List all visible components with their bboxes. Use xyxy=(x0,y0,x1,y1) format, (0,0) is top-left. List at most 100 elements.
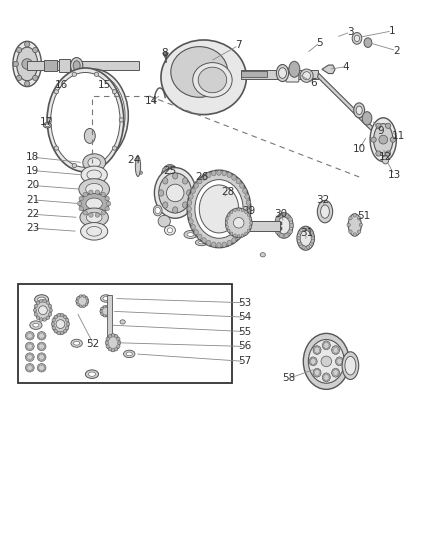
Circle shape xyxy=(41,338,42,340)
Circle shape xyxy=(314,375,316,376)
Circle shape xyxy=(175,173,179,176)
Ellipse shape xyxy=(80,208,109,227)
Circle shape xyxy=(95,190,99,195)
Circle shape xyxy=(325,380,327,382)
Ellipse shape xyxy=(246,200,251,205)
Ellipse shape xyxy=(191,188,195,193)
Ellipse shape xyxy=(187,200,192,205)
Circle shape xyxy=(117,341,121,344)
Circle shape xyxy=(36,316,40,319)
Circle shape xyxy=(43,365,45,366)
Circle shape xyxy=(44,335,46,337)
Circle shape xyxy=(114,348,118,351)
Ellipse shape xyxy=(370,118,396,161)
Ellipse shape xyxy=(72,72,77,76)
Text: 57: 57 xyxy=(238,357,251,366)
Circle shape xyxy=(41,364,42,366)
Ellipse shape xyxy=(83,154,106,171)
Circle shape xyxy=(38,333,40,334)
Text: 15: 15 xyxy=(98,80,111,90)
Circle shape xyxy=(83,295,85,297)
Circle shape xyxy=(336,360,337,362)
Circle shape xyxy=(79,295,82,297)
Circle shape xyxy=(26,354,28,356)
Circle shape xyxy=(328,347,329,349)
Bar xyxy=(18,284,232,383)
Circle shape xyxy=(25,345,27,348)
Ellipse shape xyxy=(202,238,206,243)
Bar xyxy=(27,61,139,70)
Circle shape xyxy=(341,358,343,360)
Circle shape xyxy=(44,356,46,358)
Ellipse shape xyxy=(103,296,109,301)
Ellipse shape xyxy=(236,234,240,239)
Circle shape xyxy=(41,342,42,344)
Circle shape xyxy=(288,217,293,221)
Ellipse shape xyxy=(162,165,178,185)
Ellipse shape xyxy=(249,225,252,229)
Circle shape xyxy=(39,318,43,321)
Circle shape xyxy=(79,196,83,201)
Circle shape xyxy=(37,367,39,369)
Circle shape xyxy=(339,357,340,359)
Ellipse shape xyxy=(191,224,195,230)
Circle shape xyxy=(106,345,110,348)
Text: 9: 9 xyxy=(378,126,385,135)
Circle shape xyxy=(290,223,294,228)
Circle shape xyxy=(60,313,64,317)
Circle shape xyxy=(64,315,67,319)
Ellipse shape xyxy=(162,202,168,208)
Ellipse shape xyxy=(81,166,107,183)
Circle shape xyxy=(318,352,320,353)
Ellipse shape xyxy=(232,238,236,243)
Circle shape xyxy=(110,310,112,312)
Circle shape xyxy=(38,365,40,366)
Circle shape xyxy=(41,332,42,334)
Text: 54: 54 xyxy=(238,312,251,322)
Ellipse shape xyxy=(313,368,321,377)
Circle shape xyxy=(314,363,316,365)
Circle shape xyxy=(103,305,106,308)
Ellipse shape xyxy=(212,242,216,247)
Circle shape xyxy=(328,342,329,344)
Circle shape xyxy=(353,214,357,217)
Ellipse shape xyxy=(222,171,226,176)
Ellipse shape xyxy=(226,217,228,220)
Ellipse shape xyxy=(198,241,205,244)
Circle shape xyxy=(108,348,112,351)
Ellipse shape xyxy=(45,124,49,127)
Circle shape xyxy=(32,369,33,371)
Ellipse shape xyxy=(30,321,42,329)
Ellipse shape xyxy=(37,353,46,361)
Circle shape xyxy=(170,181,174,185)
Circle shape xyxy=(321,356,332,367)
Circle shape xyxy=(34,313,38,316)
Circle shape xyxy=(111,334,115,337)
Ellipse shape xyxy=(245,219,249,224)
Circle shape xyxy=(335,376,336,377)
Ellipse shape xyxy=(167,228,173,233)
Ellipse shape xyxy=(207,172,211,177)
Ellipse shape xyxy=(13,42,41,86)
Circle shape xyxy=(43,299,46,303)
Ellipse shape xyxy=(140,171,142,174)
Circle shape xyxy=(43,348,45,350)
Ellipse shape xyxy=(106,334,120,351)
Circle shape xyxy=(332,375,334,376)
Ellipse shape xyxy=(352,33,362,44)
Circle shape xyxy=(48,304,52,308)
FancyBboxPatch shape xyxy=(286,68,299,82)
Circle shape xyxy=(60,331,64,335)
Ellipse shape xyxy=(279,68,286,78)
Ellipse shape xyxy=(275,213,293,238)
Ellipse shape xyxy=(164,52,167,55)
Circle shape xyxy=(39,299,43,303)
Circle shape xyxy=(284,233,289,238)
Ellipse shape xyxy=(112,90,117,94)
Ellipse shape xyxy=(226,225,228,229)
Circle shape xyxy=(325,348,327,350)
Ellipse shape xyxy=(354,35,360,42)
Bar xyxy=(44,60,57,71)
Circle shape xyxy=(36,61,41,67)
Circle shape xyxy=(117,345,120,348)
